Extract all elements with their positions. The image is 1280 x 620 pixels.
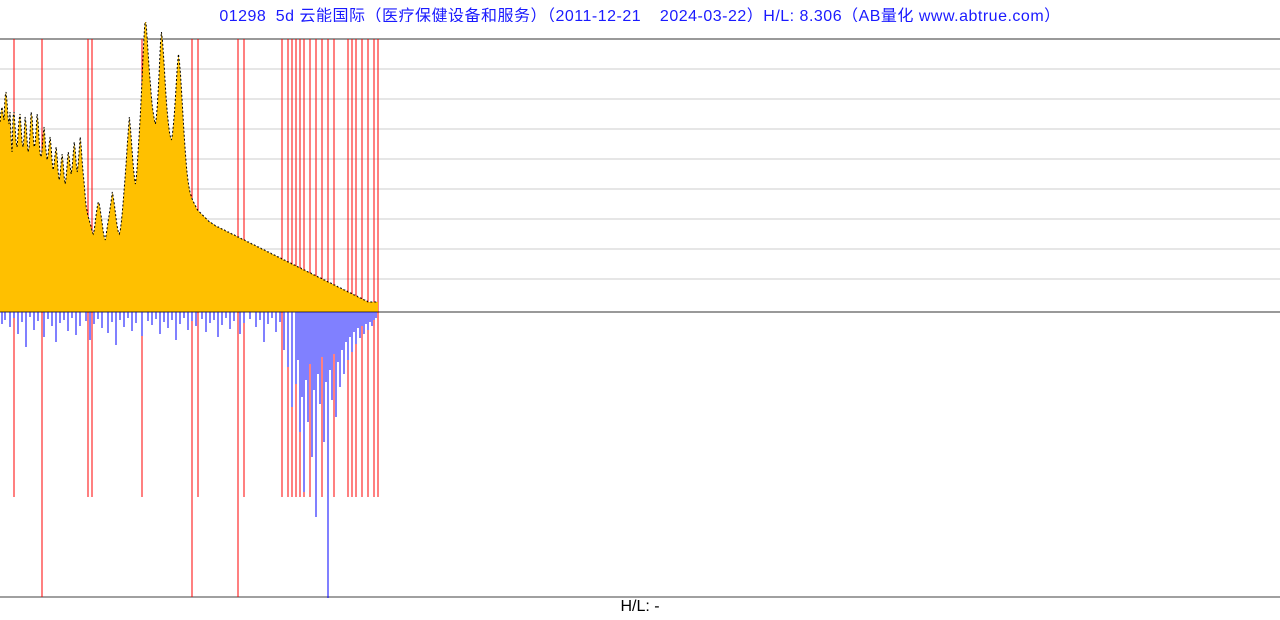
chart-container <box>0 22 1280 598</box>
chart-title: 01298_5d 云能国际（医疗保健设备和服务）（2011-12-21__202… <box>0 0 1280 22</box>
footer-label: H/L: - <box>0 598 1280 620</box>
price-chart <box>0 22 1280 598</box>
